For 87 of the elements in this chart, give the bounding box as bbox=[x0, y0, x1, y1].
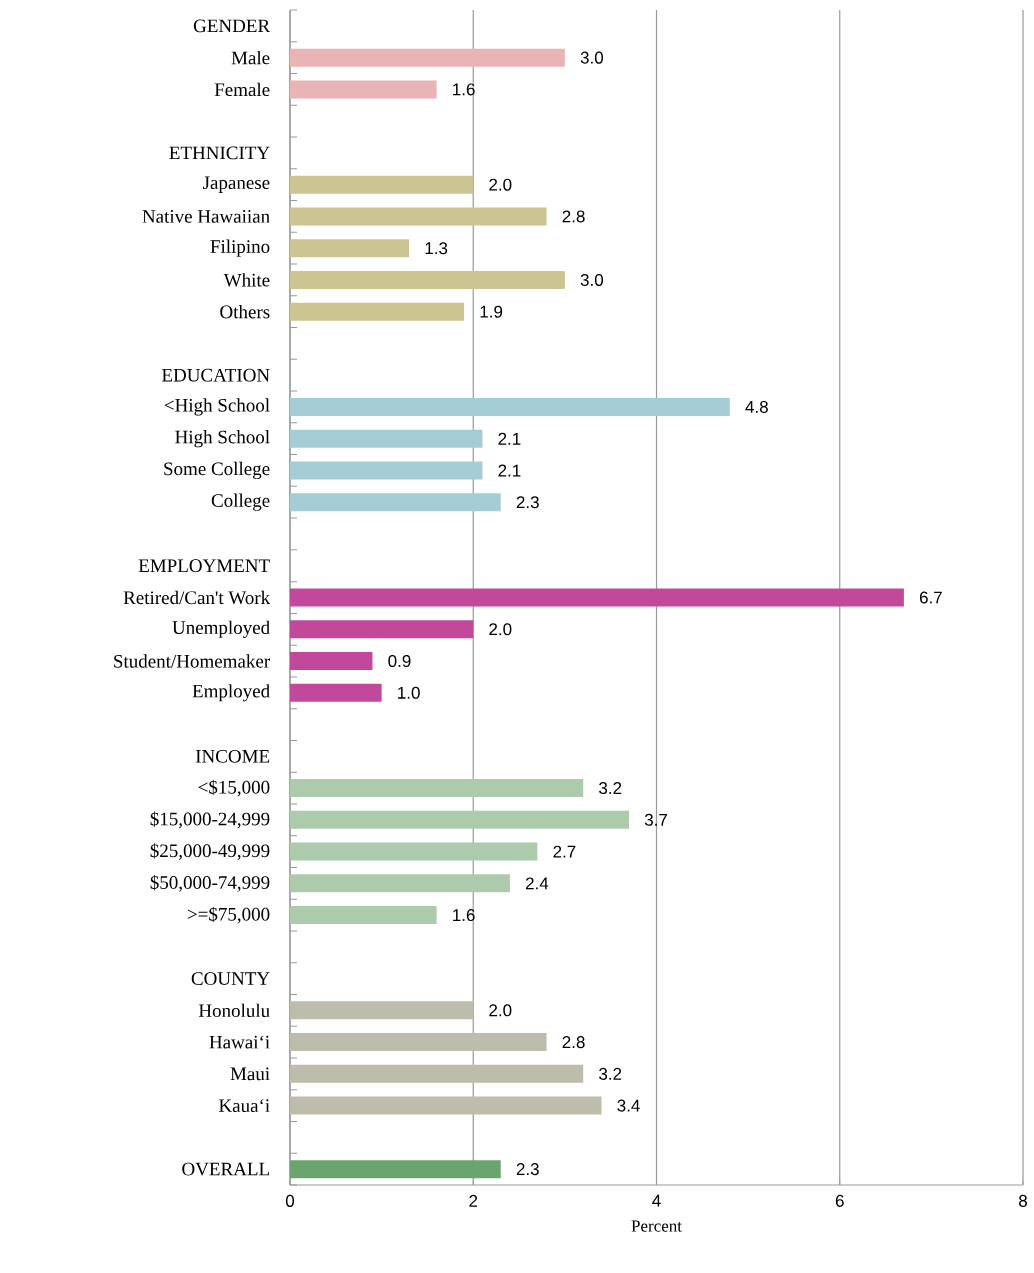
bar bbox=[290, 207, 547, 226]
data-label: 2.8 bbox=[562, 210, 585, 223]
bar bbox=[290, 683, 382, 702]
data-label: 2.3 bbox=[516, 496, 539, 509]
y-tick-label: Native Hawaiian bbox=[142, 210, 270, 223]
data-label: 3.0 bbox=[580, 273, 604, 286]
x-axis-title: Percent bbox=[631, 1220, 682, 1232]
y-tick-label: White bbox=[223, 273, 270, 287]
bar bbox=[290, 48, 565, 67]
y-tick-label: Employed bbox=[192, 684, 270, 702]
y-tick-label: Retired/Can't Work bbox=[123, 590, 271, 605]
data-label: 3.2 bbox=[599, 782, 622, 795]
y-tick-label: Male bbox=[231, 50, 270, 65]
data-label: 3.4 bbox=[617, 1099, 640, 1112]
y-tick-label: Honolulu bbox=[198, 1003, 270, 1018]
y-tick-label: $15,000-24,999 bbox=[150, 811, 270, 829]
y-tick-label: Hawai‘i bbox=[209, 1035, 270, 1049]
bar bbox=[290, 588, 904, 607]
y-tick-label: Kaua‘i bbox=[218, 1099, 270, 1113]
data-label: 1.0 bbox=[398, 686, 420, 699]
data-label: 2.0 bbox=[489, 623, 512, 636]
x-tick-label: 2 bbox=[469, 1194, 478, 1207]
y-tick-label: <High School bbox=[164, 398, 270, 416]
bar bbox=[290, 874, 510, 893]
y-tick-label: EDUCATION bbox=[161, 368, 270, 382]
bar bbox=[290, 80, 437, 99]
x-tick-label: 8 bbox=[1019, 1194, 1027, 1207]
bar bbox=[290, 810, 630, 829]
bar bbox=[290, 842, 538, 861]
y-tick-label: OVERALL bbox=[182, 1162, 269, 1176]
y-tick-label: Female bbox=[214, 82, 270, 97]
data-label: 0.9 bbox=[388, 655, 411, 668]
bar bbox=[290, 302, 465, 321]
y-tick-label: Unemployed bbox=[172, 620, 270, 638]
bar bbox=[290, 1096, 602, 1115]
y-tick-label: GENDER bbox=[193, 19, 271, 33]
y-tick-label: <$15,000 bbox=[198, 779, 270, 797]
y-tick-label: Maui bbox=[230, 1067, 270, 1081]
bar bbox=[290, 461, 483, 480]
data-label: 2.8 bbox=[562, 1036, 585, 1049]
bar bbox=[290, 1160, 501, 1179]
x-tick-label: 0 bbox=[285, 1194, 295, 1207]
y-tick-label: ETHNICITY bbox=[169, 146, 270, 160]
data-label: 4.8 bbox=[745, 400, 768, 413]
bar bbox=[290, 1001, 474, 1020]
y-tick-label: $25,000-49,999 bbox=[150, 843, 270, 860]
data-label: 2.3 bbox=[516, 1163, 539, 1176]
data-label: 6.7 bbox=[919, 591, 942, 604]
bar bbox=[290, 270, 565, 289]
y-tick-label: Japanese bbox=[203, 176, 270, 193]
y-tick-label: Some College bbox=[164, 461, 270, 480]
bar bbox=[290, 652, 373, 671]
data-label: 2.1 bbox=[498, 432, 521, 445]
data-label: 3.2 bbox=[599, 1067, 622, 1080]
bar bbox=[290, 493, 501, 512]
data-label: 1.9 bbox=[480, 305, 503, 318]
y-tick-label: Others bbox=[220, 305, 270, 319]
data-label: 1.3 bbox=[425, 242, 448, 255]
bar bbox=[290, 239, 410, 258]
data-label: 3.7 bbox=[644, 813, 667, 826]
bar bbox=[290, 1064, 584, 1083]
y-tick-label: >=$75,000 bbox=[187, 906, 270, 924]
y-tick-label: $50,000-74,999 bbox=[150, 874, 270, 892]
data-label: 2.7 bbox=[553, 845, 576, 858]
y-tick-label: INCOME bbox=[195, 749, 270, 763]
data-label: 1.6 bbox=[453, 909, 475, 922]
data-label: 2.0 bbox=[489, 178, 512, 191]
bar bbox=[290, 906, 437, 925]
bar bbox=[290, 397, 730, 416]
data-label: 2.1 bbox=[498, 464, 521, 477]
y-tick-label: Filipino bbox=[210, 239, 270, 257]
bar bbox=[290, 779, 584, 798]
bar bbox=[290, 429, 483, 448]
bar bbox=[290, 620, 474, 639]
y-tick-label: College bbox=[211, 493, 270, 511]
data-label: 2.0 bbox=[489, 1004, 512, 1017]
y-tick-label: Student/Homemaker bbox=[114, 654, 270, 668]
x-tick-label: 4 bbox=[652, 1194, 661, 1207]
x-tick-label: 6 bbox=[835, 1194, 844, 1207]
y-tick-label: High School bbox=[175, 430, 270, 448]
y-tick-label: COUNTY bbox=[191, 972, 270, 985]
bar bbox=[290, 175, 474, 194]
data-label: 2.4 bbox=[525, 877, 549, 890]
bar bbox=[290, 1033, 547, 1052]
data-label: 1.6 bbox=[453, 83, 475, 96]
data-label: 3.0 bbox=[580, 51, 604, 64]
y-tick-label: EMPLOYMENT bbox=[138, 559, 270, 573]
